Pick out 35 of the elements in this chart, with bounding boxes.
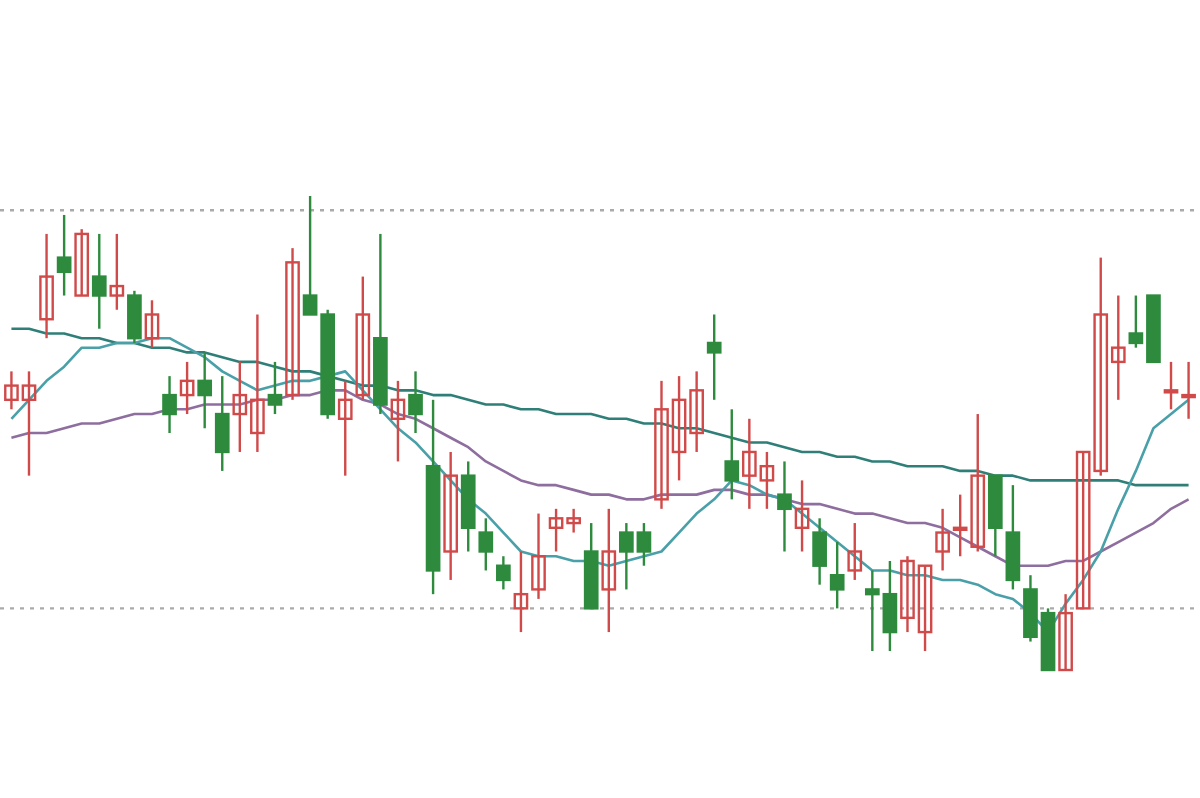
candlestick <box>1058 592 1073 672</box>
candlestick <box>829 540 845 610</box>
candlestick <box>179 360 195 416</box>
candlestick <box>513 550 529 634</box>
candlestick <box>337 379 353 477</box>
candlestick <box>601 507 617 634</box>
candlestick <box>847 521 863 582</box>
candlestick <box>39 232 54 340</box>
candlestick <box>162 374 177 435</box>
candlestick <box>478 517 494 572</box>
candlestick <box>127 289 142 345</box>
candlestick <box>109 232 125 311</box>
candlestick <box>443 450 459 582</box>
candlestick <box>285 246 300 402</box>
candlestick <box>1005 483 1021 591</box>
candlestick <box>56 213 72 297</box>
candlestick <box>1163 360 1179 411</box>
candlestick <box>390 379 406 463</box>
candlestick <box>794 479 810 553</box>
candlestick <box>724 408 740 501</box>
candlestick <box>74 227 90 297</box>
candlestick <box>144 299 160 349</box>
candlestick <box>812 517 827 586</box>
candlestick <box>496 555 511 591</box>
candlestick <box>1181 360 1196 420</box>
candlestick <box>214 374 230 473</box>
candlestick <box>706 313 722 402</box>
candlestick <box>355 275 371 402</box>
candlestick <box>531 512 546 601</box>
candlestick <box>197 351 213 430</box>
candlestick <box>408 370 423 435</box>
candlestick <box>91 232 107 330</box>
candlestick <box>935 507 950 572</box>
candlestick <box>267 360 283 416</box>
candlestick <box>777 460 792 553</box>
